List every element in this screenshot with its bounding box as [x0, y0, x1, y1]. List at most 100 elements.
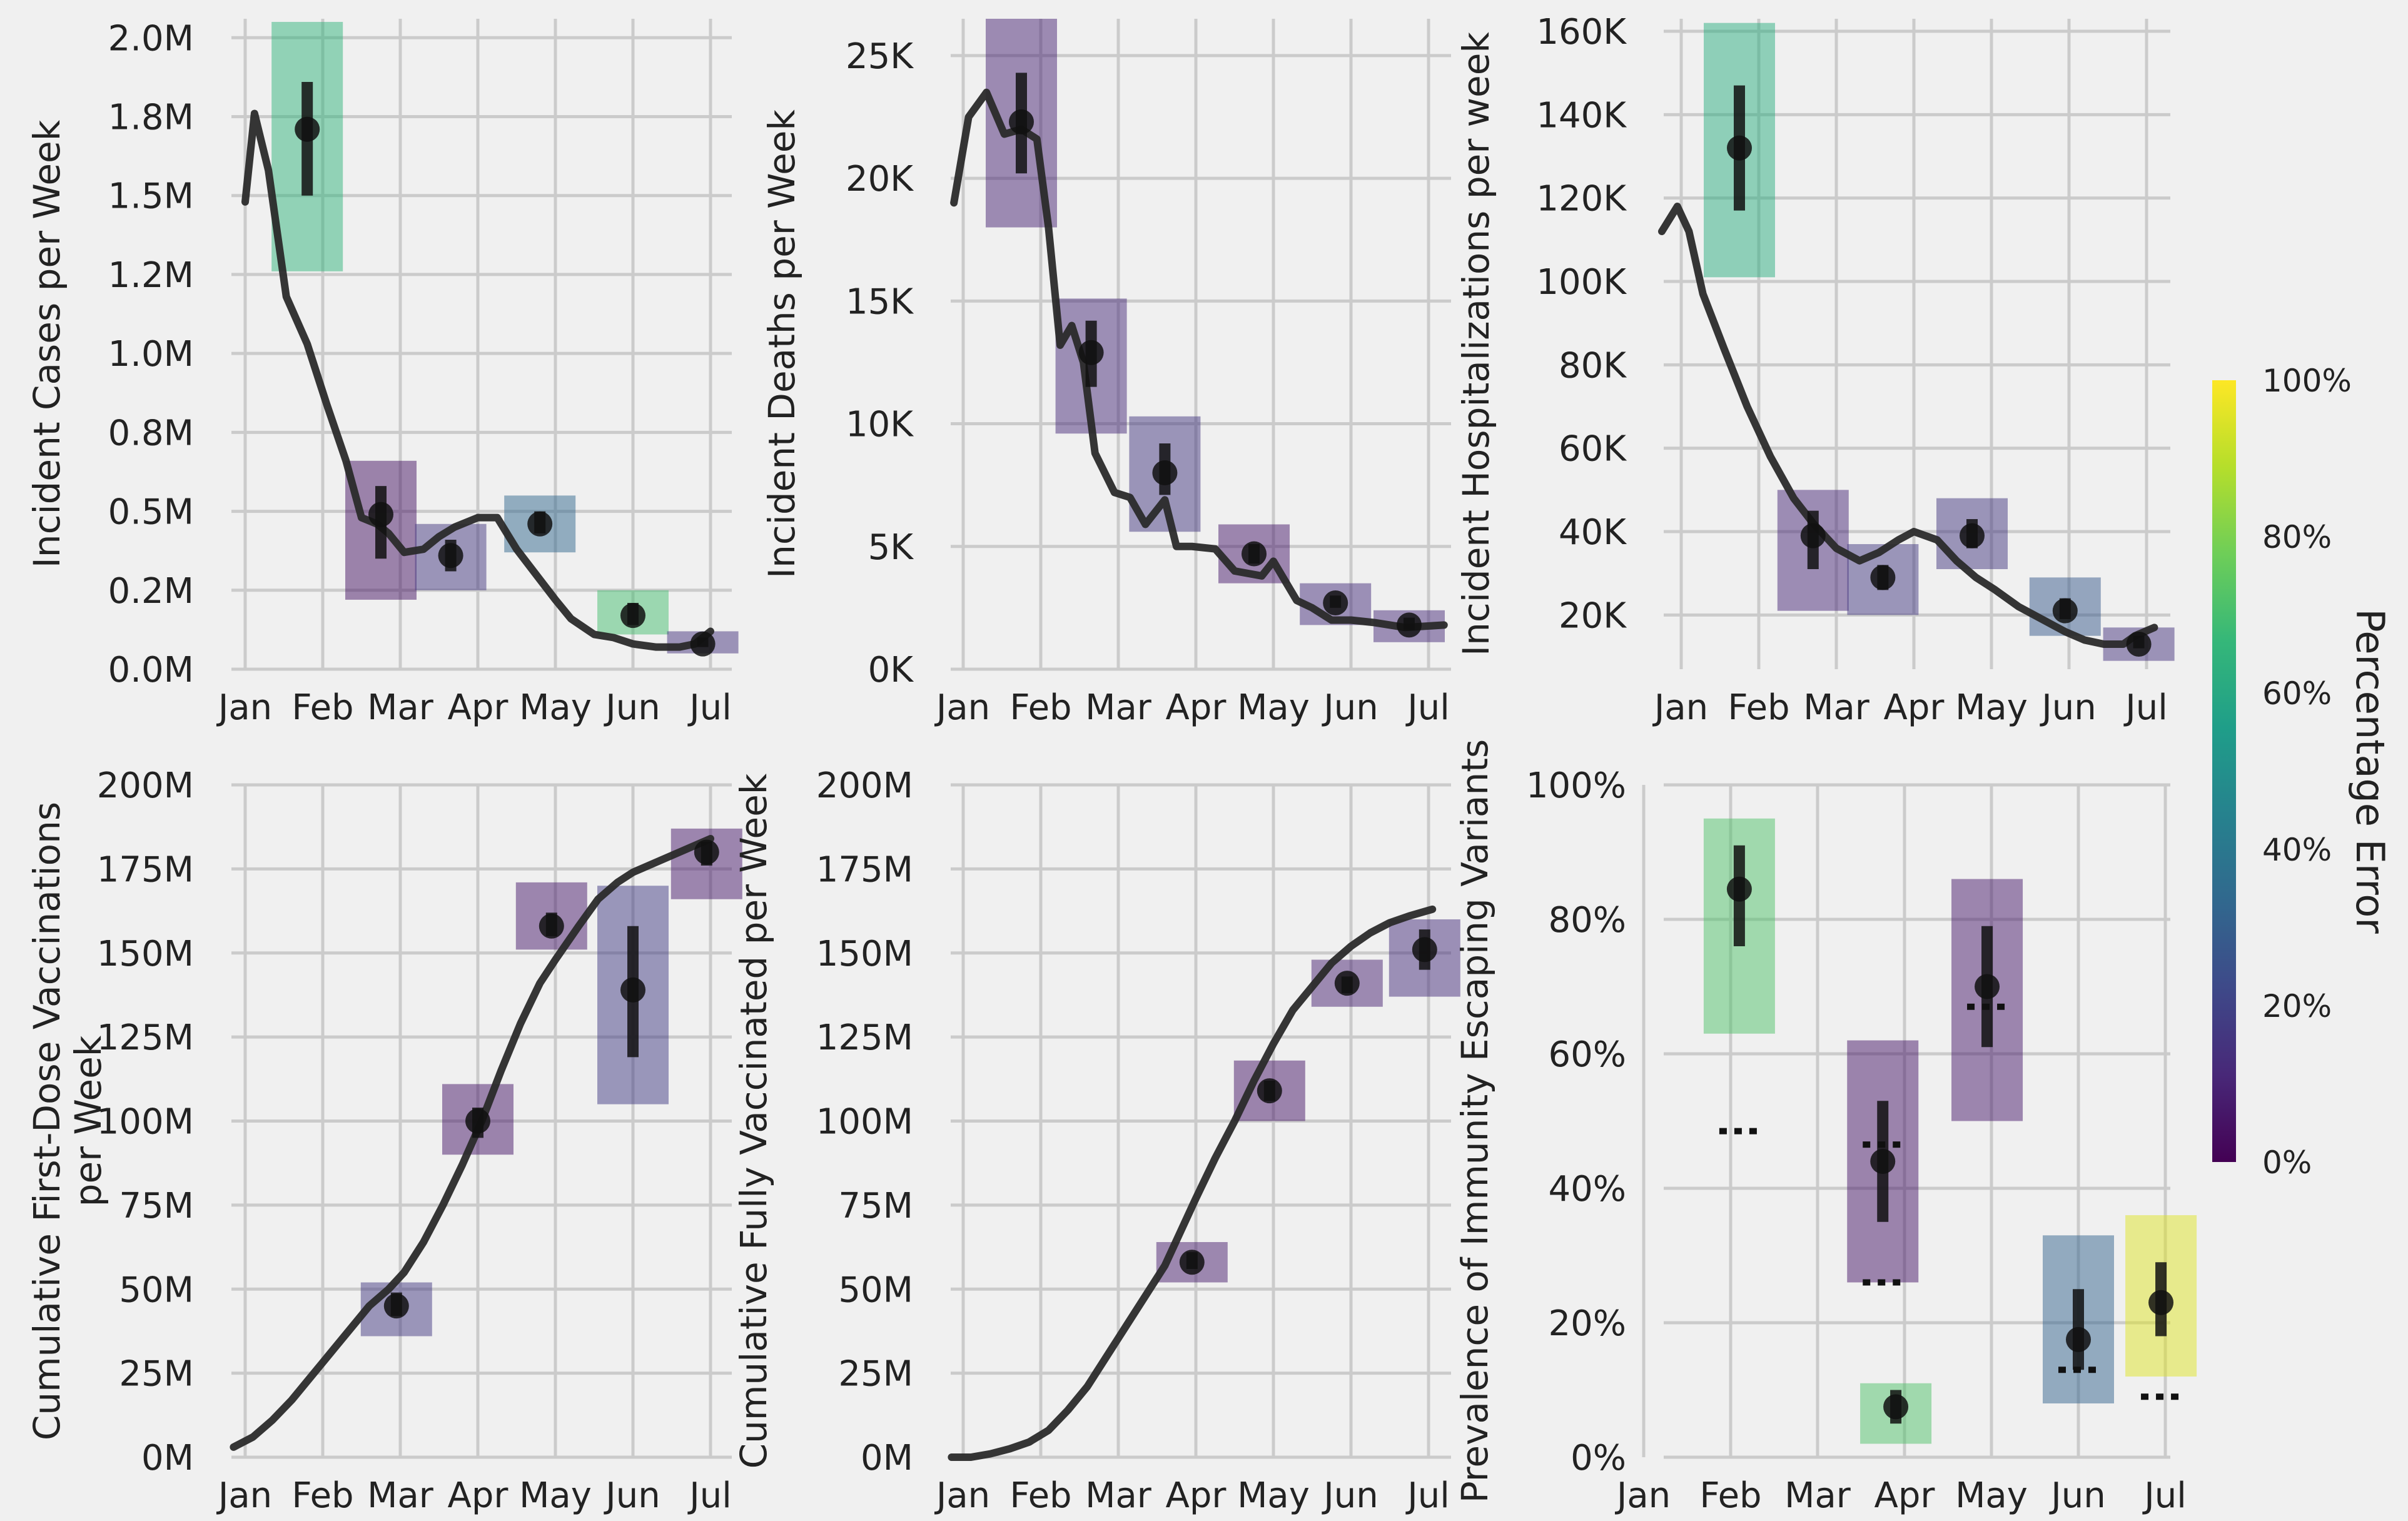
y-tick-label: 0K	[868, 650, 914, 690]
x-tick-label: Mar	[1803, 687, 1870, 728]
x-tick-label: May	[1237, 1475, 1310, 1516]
y-tick-label: 100K	[1536, 262, 1627, 303]
prediction-point	[1870, 1149, 1896, 1174]
x-tick-label: Mar	[1784, 1475, 1851, 1516]
x-tick-label: Jul	[2123, 687, 2168, 728]
x-tick-label: Jun	[604, 687, 660, 728]
y-tick-label: 80%	[1549, 900, 1626, 941]
x-tick-label: Jan	[216, 687, 272, 728]
prediction-point	[2052, 598, 2078, 624]
y-tick-label: 1.5M	[108, 176, 194, 217]
y-tick-label: 5K	[868, 527, 914, 568]
colorbar-tick-label: 0%	[2262, 1145, 2312, 1181]
prediction-point	[1975, 974, 2000, 999]
prediction-point	[1397, 612, 1422, 638]
y-tick-label: 150M	[816, 934, 913, 974]
y-tick-label: 0%	[1571, 1438, 1626, 1478]
colorbar-tick-label: 40%	[2262, 832, 2332, 868]
prediction-point	[1883, 1394, 1909, 1420]
prediction-point	[1242, 541, 1267, 567]
y-tick-label: 0.2M	[108, 571, 194, 612]
y-tick-label: 50M	[119, 1270, 194, 1310]
prediction-point	[2148, 1290, 2174, 1315]
prediction-point	[1179, 1250, 1205, 1275]
y-tick-label: 25M	[119, 1354, 194, 1395]
y-tick-label: 40%	[1549, 1169, 1626, 1210]
y-tick-label: 80K	[1559, 345, 1627, 386]
y-tick-label: 50M	[838, 1270, 913, 1310]
x-tick-label: Jul	[1405, 687, 1450, 728]
y-tick-label: 175M	[97, 849, 194, 890]
colorbar-tick-label: 100%	[2262, 363, 2352, 399]
y-tick-label: 0.0M	[108, 650, 194, 690]
y-tick-label: 200M	[97, 766, 194, 806]
x-tick-label: Mar	[367, 687, 434, 728]
y-tick-label: 20K	[846, 159, 914, 200]
observed-line	[1658, 203, 2158, 648]
colorbar-label: Percentage Error	[2347, 609, 2393, 934]
y-tick-label: 60K	[1559, 429, 1627, 470]
x-tick-label: Apr	[448, 687, 509, 728]
colorbar-tick-label: 80%	[2262, 519, 2332, 555]
colorbar-tick-label: 20%	[2262, 988, 2332, 1024]
y-tick-label: 75M	[838, 1186, 913, 1226]
y-tick-label: 0.8M	[108, 413, 194, 453]
x-tick-label: Jun	[1322, 1475, 1379, 1516]
y-axis-label: Cumulative First-Dose Vaccinationsper We…	[26, 802, 109, 1440]
y-tick-label: 125M	[97, 1018, 194, 1058]
y-tick-label: 1.8M	[108, 98, 194, 138]
panel-3: 20K 40K 60K 80K 100K 120K 140K 160K Jan Feb Mar Apr…	[1455, 12, 2175, 728]
prediction-point	[438, 543, 463, 568]
y-tick-label: 0M	[141, 1438, 194, 1478]
panel-1: 0.0M 0.2M 0.5M 0.8M 1.0M 1.2M 1.5M 1.8M 2.0M Jan F…	[26, 18, 739, 728]
prediction-point	[2126, 632, 2152, 657]
panel-5: 0M 25M 50M 75M 100M 125M 150M 175M 200M Jan Feb Mar…	[732, 766, 1460, 1516]
x-tick-label: Jan	[216, 1475, 272, 1516]
observed-line	[230, 835, 714, 1451]
prediction-point	[690, 631, 716, 657]
y-tick-label: 1.2M	[108, 255, 194, 296]
prediction-point	[368, 502, 393, 527]
y-tick-label: 0.5M	[108, 492, 194, 533]
y-tick-label: 15K	[846, 281, 914, 322]
prediction-point	[694, 839, 719, 865]
colorbar-tick-label: 60%	[2262, 675, 2332, 712]
y-axis-label: Incident Cases per Week	[26, 119, 68, 568]
panel-2: 0K 5K 10K 15K 20K 25K Jan Feb Mar Apr May Jun Jul Inc…	[761, 19, 1451, 728]
x-tick-label: Jun	[1322, 687, 1379, 728]
x-tick-label: May	[519, 687, 592, 728]
observed-line	[948, 905, 1437, 1461]
y-tick-label: 1.0M	[108, 334, 194, 375]
prediction-point	[1078, 340, 1104, 365]
prediction-point	[383, 1293, 409, 1319]
x-tick-label: Feb	[291, 687, 353, 728]
x-tick-label: Mar	[1085, 1475, 1152, 1516]
x-tick-label: May	[1955, 687, 2028, 728]
y-tick-label: 40K	[1559, 512, 1627, 553]
x-tick-label: May	[1237, 687, 1310, 728]
x-tick-label: Jan	[1652, 687, 1708, 728]
x-tick-label: May	[519, 1475, 592, 1516]
y-axis-label: Incident Deaths per Week	[761, 109, 803, 579]
y-tick-label: 160K	[1536, 12, 1627, 53]
prediction-point	[1726, 876, 1752, 902]
x-tick-label: Jul	[687, 687, 732, 728]
colorbar: 0% 20% 40% 60% 80% 100% Percentage Error	[2212, 363, 2393, 1181]
y-tick-label: 10K	[846, 405, 914, 445]
x-tick-label: Jul	[2142, 1475, 2187, 1516]
y-tick-label: 150M	[97, 934, 194, 974]
x-tick-label: Apr	[1884, 687, 1945, 728]
prediction-point	[527, 511, 553, 537]
prediction-point	[2066, 1326, 2091, 1352]
prediction-point	[295, 116, 320, 142]
x-tick-label: Feb	[1009, 687, 1071, 728]
prediction-point	[465, 1108, 490, 1134]
x-tick-label: Jun	[2049, 1475, 2106, 1516]
prediction-point	[1727, 135, 1752, 161]
prediction-point	[1257, 1078, 1282, 1104]
x-tick-label: Apr	[1166, 1475, 1227, 1516]
y-axis-label: Incident Hospitalizations per week	[1455, 32, 1497, 656]
x-tick-label: Jul	[1405, 1475, 1450, 1516]
x-tick-label: Jun	[604, 1475, 660, 1516]
y-tick-label: 200M	[816, 766, 913, 806]
